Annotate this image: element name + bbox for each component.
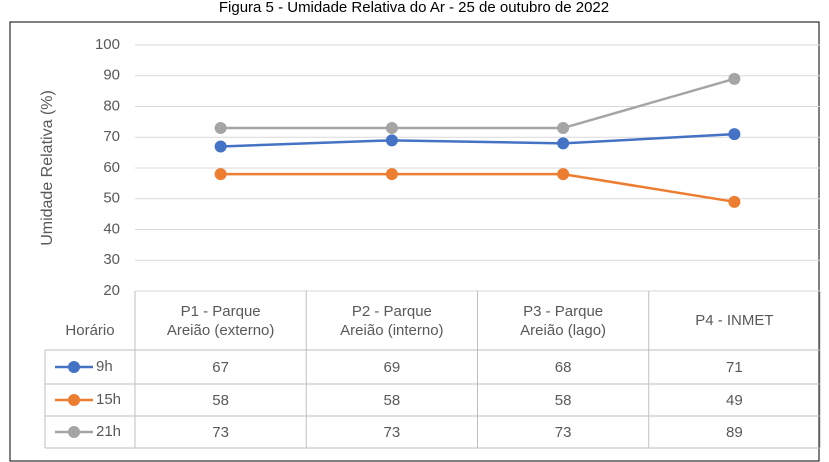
y-tick-label: 60 [103, 159, 120, 176]
point [557, 137, 570, 150]
table-value: 68 [554, 358, 572, 376]
table-value: 89 [726, 423, 743, 441]
table-value: 73 [554, 423, 572, 441]
table-value: 67 [212, 358, 229, 376]
table-value: 49 [726, 391, 743, 409]
legend-marker [68, 361, 80, 373]
point [385, 122, 398, 135]
y-axis-label: Umidade Relativa (%) [39, 90, 56, 246]
y-tick-label: 50 [103, 190, 120, 207]
table-value: 58 [383, 391, 401, 409]
table-value: 73 [212, 423, 229, 441]
table-value: 58 [554, 391, 572, 409]
y-tick-label: 90 [103, 67, 120, 84]
point [557, 122, 570, 135]
y-tick-label: 40 [103, 220, 120, 237]
point [214, 140, 227, 153]
point [385, 168, 398, 181]
category-label: P3 - Parque Areião (lago) [520, 302, 607, 339]
series-line [220, 172, 735, 204]
table-value: 58 [212, 391, 229, 409]
legend-label: 9h [96, 358, 113, 375]
legend-marker [68, 394, 80, 406]
category-label: P1 - Parque Areião (externo) [166, 302, 275, 339]
y-tick-label: 30 [103, 251, 120, 268]
table-value: 71 [726, 358, 743, 376]
point [728, 72, 741, 85]
table-value: 69 [383, 358, 401, 376]
y-tick-label: 20 [103, 282, 120, 299]
series-line [220, 132, 735, 148]
point [728, 128, 741, 141]
chart-title: Figura 5 - Umidade Relativa do Ar - 25 d… [219, 0, 609, 16]
y-tick-label: 70 [103, 128, 120, 145]
point [385, 134, 398, 147]
category-label: P4 - INMET [695, 312, 774, 329]
point [728, 195, 741, 208]
y-tick-label: 100 [95, 36, 120, 53]
point [214, 122, 227, 135]
category-label: P2 - Parque Areião (interno) [340, 302, 444, 339]
chart-border [9, 21, 820, 462]
series-line [220, 77, 735, 130]
legend-label: 15h [96, 391, 121, 408]
point [214, 168, 227, 181]
table-header: Horário [65, 321, 115, 339]
point [557, 168, 570, 181]
legend-label: 21h [96, 423, 121, 440]
legend-marker [68, 426, 80, 438]
table-value: 73 [383, 423, 401, 441]
y-tick-label: 80 [103, 97, 120, 114]
